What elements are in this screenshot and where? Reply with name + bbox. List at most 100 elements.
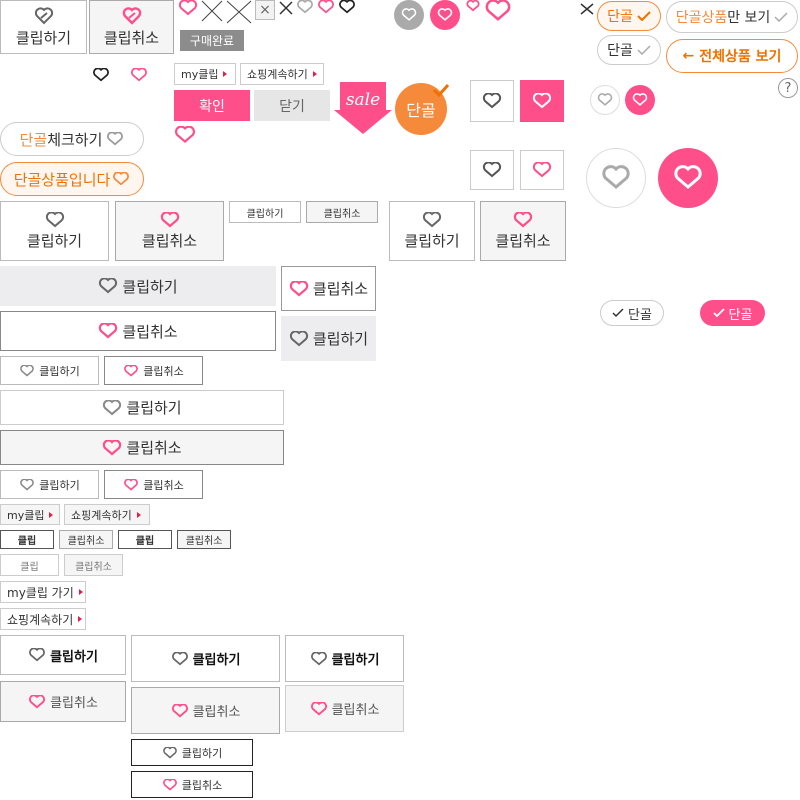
dangol-badge[interactable]: 단골 bbox=[395, 83, 447, 135]
confirm-button[interactable]: 확인 bbox=[174, 90, 250, 121]
dangol-label: 단골 bbox=[406, 101, 436, 120]
clip-do-button-medium[interactable]: 클립하기 bbox=[281, 316, 376, 361]
clip-outline-icon bbox=[19, 364, 35, 377]
dangol-only-suffix: 만 보기 bbox=[727, 10, 771, 26]
close-icon[interactable] bbox=[201, 0, 223, 22]
clip-outline-icon bbox=[310, 651, 328, 666]
clip-do-button[interactable]: 클립하기 bbox=[0, 201, 109, 261]
clip-cancel-button-wide[interactable]: 클립취소 bbox=[0, 311, 276, 351]
clip-pink-icon bbox=[178, 0, 198, 16]
clip-do-button-large[interactable]: 클립하기 bbox=[0, 0, 87, 54]
clip-do-button-small[interactable]: 클립하기 bbox=[0, 470, 99, 499]
dangol-toggle[interactable]: 단골 bbox=[597, 35, 661, 65]
clip-do-label: 클립하기 bbox=[26, 231, 83, 250]
clip-square-button-pink[interactable] bbox=[520, 150, 564, 190]
clip-circle-button[interactable] bbox=[590, 85, 620, 115]
clip-pink-icon bbox=[102, 439, 122, 456]
clip-cancel-button-medium[interactable]: 클립취소 bbox=[281, 266, 376, 311]
clip-square-button-active[interactable] bbox=[520, 80, 564, 122]
dangol-toggle-active[interactable]: 단골 bbox=[597, 1, 661, 31]
clip-cancel-button-small[interactable]: 클립취소 bbox=[306, 201, 378, 223]
clip-cancel-label: 클립취소 bbox=[122, 322, 178, 341]
clip-do-button-small[interactable]: 클립하기 bbox=[131, 739, 253, 766]
dangol-only-toggle[interactable]: 단골상품 만 보기 bbox=[666, 1, 798, 33]
all-products-button[interactable]: ← 전체상품 보기 bbox=[666, 39, 798, 73]
clip-cancel-button-small[interactable]: 클립취소 bbox=[104, 470, 203, 499]
clip-pink-icon bbox=[532, 162, 552, 178]
clip-pink-icon bbox=[123, 478, 139, 491]
clip-circle-button-active[interactable] bbox=[430, 0, 460, 30]
clip-do-button-wide[interactable]: 클립하기 bbox=[0, 390, 284, 425]
clip-pink-icon bbox=[310, 701, 328, 716]
clip-pink-icon bbox=[317, 0, 335, 14]
clip-circle-button-large-active[interactable] bbox=[658, 148, 718, 208]
clip-do-button-small[interactable]: 클립하기 bbox=[0, 356, 99, 385]
clip-pink-icon bbox=[160, 211, 180, 228]
arrow-right-icon bbox=[49, 511, 54, 518]
clip-square-button[interactable] bbox=[470, 80, 514, 122]
clip-do-button[interactable]: 클립하기 bbox=[131, 635, 280, 682]
clip-cancel-button-wide[interactable]: 클립취소 bbox=[0, 430, 284, 465]
clip-cancel-button[interactable]: 클립취소 bbox=[131, 687, 280, 734]
clip-orange-icon bbox=[112, 172, 130, 186]
clip-cancel-label: 클립취소 bbox=[312, 280, 369, 298]
clip-pink-icon bbox=[484, 0, 512, 22]
my-clip-link[interactable]: my클립 bbox=[174, 63, 236, 85]
clip-button-tiny[interactable]: 클립 bbox=[118, 530, 172, 549]
clip-do-label: 클립하기 bbox=[404, 231, 460, 250]
dangol-toggle-small-active[interactable]: 단골 bbox=[700, 300, 765, 326]
clip-square-button[interactable] bbox=[470, 150, 514, 190]
clip-cancel-button[interactable]: 클립취소 bbox=[115, 201, 224, 261]
clip-do-label: 클립하기 bbox=[122, 277, 178, 296]
close-button[interactable]: 닫기 bbox=[254, 90, 330, 121]
clip-cancel-label: 클립취소 bbox=[181, 778, 223, 792]
clip-cancel-button[interactable]: 클립취소 bbox=[285, 685, 404, 732]
clip-button-tiny[interactable]: 클립 bbox=[0, 554, 59, 576]
clip-cancel-button-large[interactable]: 클립취소 bbox=[89, 0, 174, 54]
my-clip-go-link[interactable]: my클립 가기 bbox=[0, 581, 86, 603]
clip-circle-button[interactable] bbox=[394, 0, 424, 30]
clip-cancel-button-tiny[interactable]: 클립취소 bbox=[59, 530, 113, 549]
clip-outline-icon bbox=[28, 648, 46, 662]
continue-shopping-label: 쇼핑계속하기 bbox=[247, 68, 308, 81]
clip-outline-icon bbox=[102, 399, 122, 416]
clip-cancel-button-tiny[interactable]: 클립취소 bbox=[177, 530, 231, 549]
my-clip-link[interactable]: my클립 bbox=[0, 504, 60, 525]
close-icon[interactable] bbox=[226, 0, 252, 24]
dangol-check-button[interactable]: 단골 체크하기 bbox=[0, 122, 144, 156]
clip-cancel-button-small[interactable]: 클립취소 bbox=[104, 356, 203, 385]
clip-button-tiny[interactable]: 클립 bbox=[0, 530, 54, 549]
clip-cancel-button[interactable]: 클립취소 bbox=[0, 681, 126, 722]
clip-do-button[interactable]: 클립하기 bbox=[0, 635, 126, 675]
clip-outline-icon bbox=[45, 211, 65, 228]
clip-do-button[interactable]: 클립하기 bbox=[285, 635, 404, 682]
close-icon[interactable] bbox=[279, 0, 293, 15]
clip-cancel-label: 클립취소 bbox=[141, 231, 198, 250]
clip-outline-icon bbox=[98, 278, 118, 294]
clip-cancel-button[interactable]: 클립취소 bbox=[480, 201, 566, 261]
close-icon[interactable] bbox=[580, 0, 594, 15]
dangol-only-prefix: 단골상품 bbox=[675, 10, 728, 26]
clip-outline-icon bbox=[338, 0, 356, 14]
all-products-label: 전체상품 보기 bbox=[699, 49, 782, 65]
dangol-product-label: 단골상품입니다 bbox=[13, 170, 111, 189]
dangol-toggle-small[interactable]: 단골 bbox=[600, 300, 664, 326]
clip-cancel-button-small[interactable]: 클립취소 bbox=[131, 771, 253, 798]
clip-do-button[interactable]: 클립하기 bbox=[389, 201, 475, 261]
clip-do-button-small[interactable]: 클립하기 bbox=[229, 201, 301, 223]
sale-label: sale bbox=[345, 90, 381, 110]
clip-outline-icon bbox=[482, 162, 502, 178]
clip-do-label: 클립하기 bbox=[50, 649, 98, 665]
clip-pink-icon bbox=[466, 0, 480, 12]
close-box-button[interactable]: × bbox=[255, 0, 275, 20]
clip-do-button-wide[interactable]: 클립하기 bbox=[0, 266, 276, 306]
continue-shopping-link[interactable]: 쇼핑계속하기 bbox=[0, 608, 86, 630]
clip-cancel-button-tiny[interactable]: 클립취소 bbox=[64, 554, 123, 576]
continue-shopping-link[interactable]: 쇼핑계속하기 bbox=[240, 63, 324, 85]
clip-circle-button-active[interactable] bbox=[625, 85, 655, 115]
dangol-product-badge[interactable]: 단골상품입니다 bbox=[0, 162, 144, 196]
continue-shopping-link[interactable]: 쇼핑계속하기 bbox=[64, 504, 150, 525]
question-icon[interactable]: ? bbox=[778, 78, 798, 98]
dangol-label: 단골 bbox=[607, 9, 633, 25]
clip-circle-button-large[interactable] bbox=[586, 148, 646, 208]
